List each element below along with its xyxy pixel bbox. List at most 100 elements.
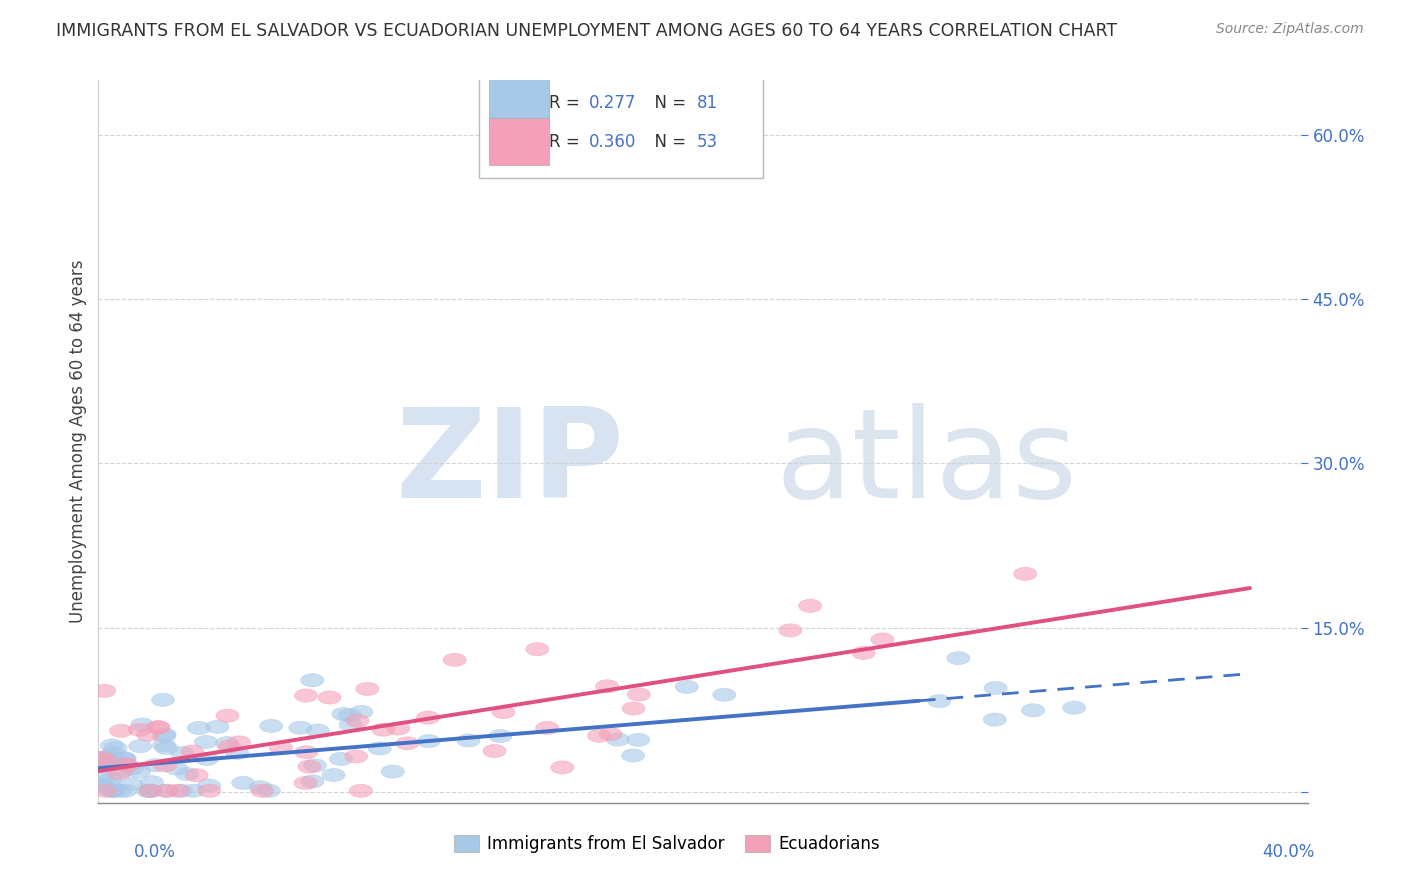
Ellipse shape: [852, 647, 875, 659]
Ellipse shape: [111, 764, 135, 777]
Ellipse shape: [443, 653, 467, 666]
Ellipse shape: [295, 746, 318, 759]
Ellipse shape: [344, 750, 367, 763]
Ellipse shape: [128, 764, 150, 778]
Ellipse shape: [181, 745, 204, 758]
Ellipse shape: [165, 762, 188, 775]
Ellipse shape: [103, 756, 127, 769]
Ellipse shape: [194, 736, 218, 748]
Ellipse shape: [146, 721, 170, 733]
Ellipse shape: [621, 749, 645, 762]
Ellipse shape: [1014, 567, 1036, 581]
Text: R =: R =: [550, 133, 585, 151]
Ellipse shape: [418, 735, 440, 747]
Ellipse shape: [181, 784, 205, 797]
Text: N =: N =: [644, 133, 692, 151]
Ellipse shape: [153, 730, 176, 742]
Ellipse shape: [166, 784, 190, 797]
Ellipse shape: [90, 778, 112, 790]
Ellipse shape: [260, 719, 283, 732]
Text: 81: 81: [697, 94, 718, 112]
Ellipse shape: [1022, 704, 1045, 717]
Ellipse shape: [141, 776, 163, 789]
Ellipse shape: [329, 752, 353, 765]
Ellipse shape: [101, 747, 124, 760]
Ellipse shape: [339, 718, 363, 731]
Ellipse shape: [779, 624, 801, 637]
Ellipse shape: [112, 752, 136, 764]
Ellipse shape: [288, 721, 312, 734]
Ellipse shape: [198, 784, 221, 797]
Ellipse shape: [98, 772, 122, 785]
Ellipse shape: [588, 729, 610, 742]
Ellipse shape: [627, 688, 651, 701]
Ellipse shape: [108, 784, 132, 797]
Ellipse shape: [339, 709, 361, 722]
Text: Source: ZipAtlas.com: Source: ZipAtlas.com: [1216, 22, 1364, 37]
FancyBboxPatch shape: [489, 78, 550, 126]
Legend: Immigrants from El Salvador, Ecuadorians: Immigrants from El Salvador, Ecuadorians: [447, 828, 886, 860]
Ellipse shape: [294, 689, 318, 702]
Ellipse shape: [128, 723, 152, 736]
Ellipse shape: [489, 730, 512, 743]
Ellipse shape: [356, 682, 378, 696]
Ellipse shape: [983, 713, 1007, 726]
Ellipse shape: [984, 681, 1007, 695]
Ellipse shape: [121, 762, 143, 775]
Ellipse shape: [198, 779, 221, 792]
Ellipse shape: [117, 759, 139, 772]
Ellipse shape: [170, 747, 194, 760]
Ellipse shape: [298, 760, 321, 773]
Ellipse shape: [381, 765, 404, 778]
Text: N =: N =: [644, 94, 692, 112]
Ellipse shape: [111, 752, 135, 765]
Ellipse shape: [250, 784, 274, 797]
Ellipse shape: [90, 779, 112, 792]
Ellipse shape: [114, 784, 136, 797]
Ellipse shape: [318, 691, 342, 704]
Ellipse shape: [215, 737, 239, 749]
Ellipse shape: [416, 711, 440, 724]
Ellipse shape: [294, 776, 318, 789]
Ellipse shape: [155, 741, 179, 755]
Ellipse shape: [675, 681, 699, 693]
Text: 0.360: 0.360: [589, 133, 637, 151]
Ellipse shape: [101, 784, 125, 797]
Ellipse shape: [156, 784, 179, 797]
FancyBboxPatch shape: [479, 66, 763, 178]
Ellipse shape: [139, 784, 162, 797]
Text: 0.277: 0.277: [589, 94, 637, 112]
Ellipse shape: [153, 759, 177, 772]
Ellipse shape: [304, 759, 326, 772]
Ellipse shape: [621, 702, 645, 715]
Ellipse shape: [98, 784, 122, 797]
Ellipse shape: [526, 642, 548, 656]
Ellipse shape: [153, 728, 176, 741]
Ellipse shape: [91, 769, 115, 782]
Ellipse shape: [301, 673, 323, 687]
Ellipse shape: [946, 651, 970, 665]
Ellipse shape: [350, 706, 373, 719]
Ellipse shape: [307, 724, 329, 737]
Ellipse shape: [91, 753, 114, 766]
Ellipse shape: [139, 784, 162, 797]
Ellipse shape: [136, 728, 160, 741]
Ellipse shape: [94, 751, 117, 764]
Ellipse shape: [1063, 701, 1085, 714]
Ellipse shape: [148, 721, 170, 734]
Ellipse shape: [551, 761, 574, 774]
Ellipse shape: [108, 766, 131, 780]
FancyBboxPatch shape: [489, 118, 550, 165]
Ellipse shape: [152, 739, 176, 752]
Ellipse shape: [928, 695, 950, 707]
Ellipse shape: [218, 740, 240, 753]
Ellipse shape: [104, 741, 127, 755]
Ellipse shape: [186, 769, 208, 781]
Ellipse shape: [96, 750, 120, 764]
Ellipse shape: [368, 742, 391, 755]
Ellipse shape: [152, 693, 174, 706]
Ellipse shape: [114, 758, 136, 771]
Text: 0.0%: 0.0%: [134, 843, 176, 861]
Ellipse shape: [482, 745, 506, 757]
Ellipse shape: [112, 754, 136, 766]
